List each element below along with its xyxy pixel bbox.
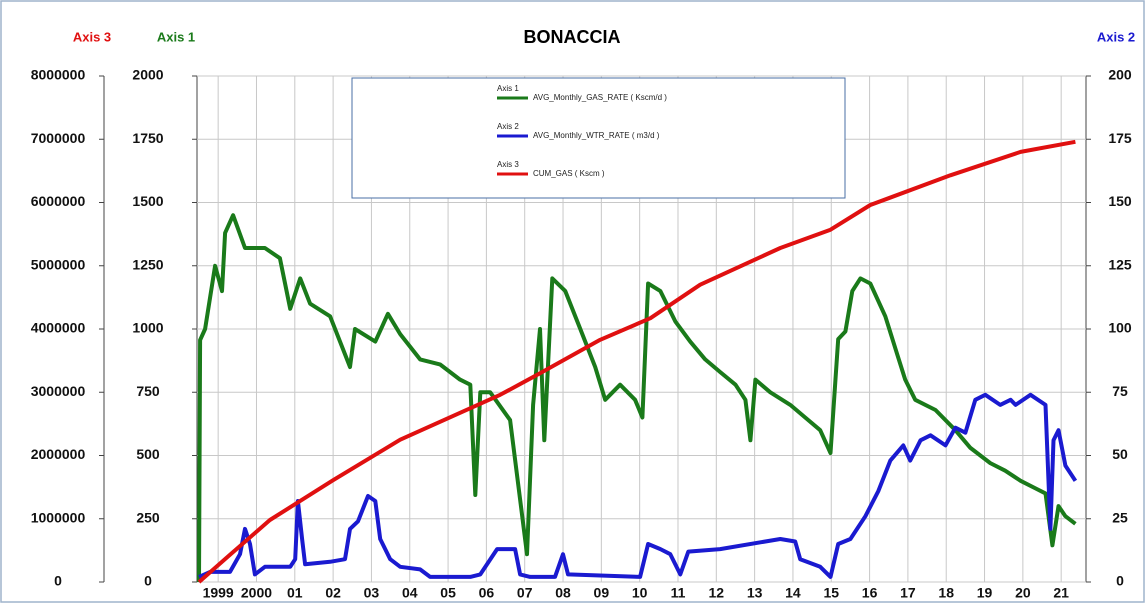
legend-axis: Axis 1: [497, 84, 519, 93]
x-tick-label: 1999: [203, 585, 234, 601]
x-tick-label: 15: [823, 585, 839, 601]
y3-tick-label: 3000000: [31, 383, 86, 399]
y2-tick-label: 75: [1112, 383, 1128, 399]
x-tick-label: 17: [900, 585, 916, 601]
x-tick-label: 12: [709, 585, 725, 601]
y3-tick-label: 5000000: [31, 256, 86, 272]
y3-tick-label: 0: [54, 573, 62, 589]
legend-box: [351, 77, 846, 199]
y2-tick-label: 150: [1108, 193, 1132, 209]
series-line: [197, 139, 1076, 584]
x-tick-label: 18: [938, 585, 954, 601]
axis2-title: Axis 2: [1097, 29, 1135, 44]
legend-axis: Axis 3: [497, 160, 519, 169]
x-tick-label: 11: [671, 585, 686, 601]
legend-axis: Axis 2: [497, 122, 519, 131]
x-tick-label: 02: [325, 585, 341, 601]
x-tick-label: 01: [287, 585, 303, 601]
x-tick-label: 04: [402, 585, 418, 601]
x-tick-label: 08: [555, 585, 571, 601]
y-tick-label: 1000: [132, 320, 163, 336]
axis1-title: Axis 1: [157, 29, 195, 44]
x-tick-label: 19: [977, 585, 993, 601]
x-tick-label: 20: [1015, 585, 1031, 601]
x-tick-label: 14: [785, 585, 801, 601]
x-tick-label: 06: [479, 585, 495, 601]
y2-tick-label: 0: [1116, 573, 1124, 589]
legend-label: AVG_Monthly_WTR_RATE ( m3/d ): [533, 131, 660, 140]
y-tick-label: 1500: [132, 193, 163, 209]
y2-tick-label: 200: [1108, 67, 1132, 83]
y3-tick-label: 2000000: [31, 446, 86, 462]
y3-tick-label: 8000000: [31, 67, 86, 83]
y3-tick-label: 4000000: [31, 320, 86, 336]
y2-tick-label: 50: [1112, 446, 1128, 462]
legend-label: AVG_Monthly_GAS_RATE ( Kscm/d ): [533, 93, 667, 102]
y2-tick-label: 125: [1108, 256, 1132, 272]
legend-label: CUM_GAS ( Kscm ): [533, 169, 605, 178]
x-tick-label: 21: [1053, 585, 1069, 601]
x-tick-label: 10: [632, 585, 648, 601]
series-line: [198, 392, 1078, 579]
y2-tick-label: 175: [1108, 130, 1132, 146]
x-tick-label: 16: [862, 585, 878, 601]
y-tick-label: 2000: [132, 67, 163, 83]
y2-tick-label: 25: [1112, 509, 1128, 525]
y-tick-label: 250: [136, 509, 160, 525]
chart-title: BONACCIA: [524, 27, 621, 47]
series-line: [197, 213, 1077, 583]
x-tick-label: 07: [517, 585, 533, 601]
y2-tick-label: 100: [1108, 320, 1132, 336]
x-tick-label: 03: [364, 585, 380, 601]
x-tick-label: 05: [440, 585, 456, 601]
y3-tick-label: 7000000: [31, 130, 86, 146]
y-tick-label: 0: [144, 573, 152, 589]
y-tick-label: 750: [136, 383, 160, 399]
x-tick-label: 13: [747, 585, 763, 601]
x-tick-label: 09: [594, 585, 610, 601]
y-tick-label: 1750: [132, 130, 163, 146]
y3-tick-label: 6000000: [31, 193, 86, 209]
y3-tick-label: 1000000: [31, 509, 86, 525]
y-tick-label: 1250: [132, 256, 163, 272]
x-tick-label: 2000: [241, 585, 272, 601]
axis3-title: Axis 3: [73, 29, 111, 44]
y-tick-label: 500: [136, 446, 160, 462]
